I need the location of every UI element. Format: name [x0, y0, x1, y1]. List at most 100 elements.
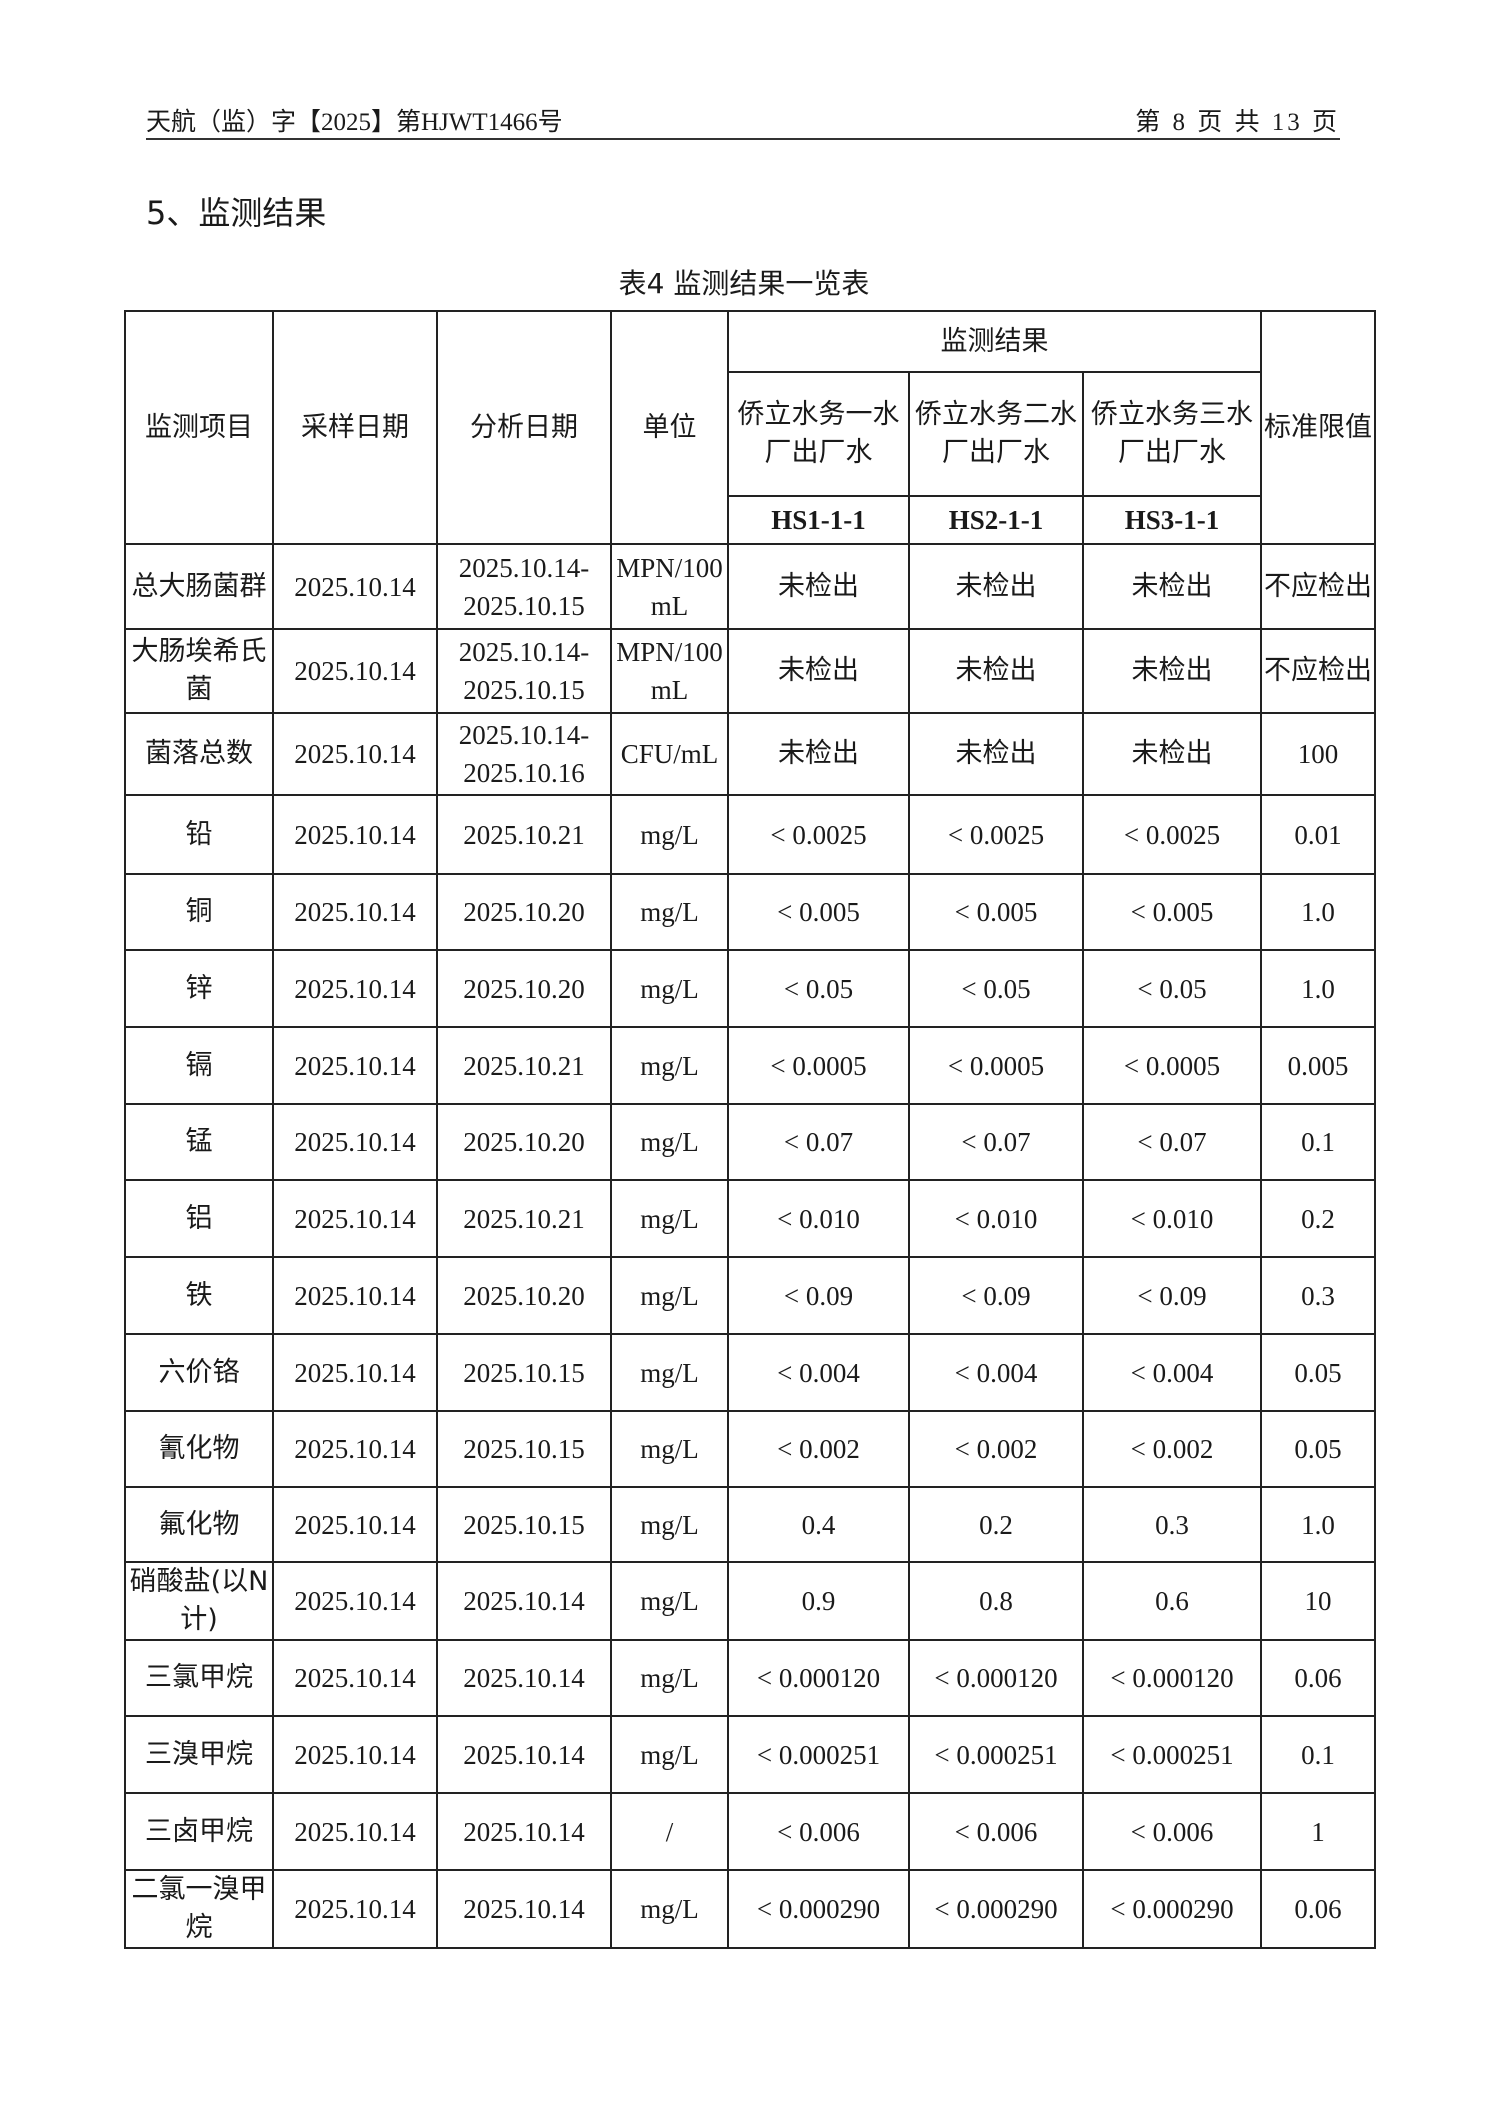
cell-r2: < 0.005 — [908, 873, 1084, 951]
cell-unit: mg/L — [610, 873, 729, 951]
cell-r3: < 0.0025 — [1082, 794, 1262, 875]
cell-unit: MPN/100 mL — [610, 628, 729, 714]
cell-item: 三溴甲烷 — [124, 1715, 274, 1794]
cell-standard: 1.0 — [1260, 1486, 1376, 1563]
table-row: 三溴甲烷 2025.10.14 2025.10.14 mg/L < 0.000251 < … — [124, 1715, 1376, 1794]
cell-unit: mg/L — [610, 1256, 729, 1335]
cell-item: 铜 — [124, 873, 274, 951]
cell-analysis-date: 2025.10.14-2025.10.16 — [436, 712, 612, 796]
cell-item: 铁 — [124, 1256, 274, 1335]
table-row: 硝酸盐(以N计) 2025.10.14 2025.10.14 mg/L 0.9 0.8 0.… — [124, 1561, 1376, 1641]
header-sample-date: 采样日期 — [272, 310, 438, 545]
table-row: 锰 2025.10.14 2025.10.20 mg/L < 0.07 < 0.07 < 0… — [124, 1103, 1376, 1181]
cell-r3: < 0.09 — [1082, 1256, 1262, 1335]
cell-standard: 不应检出 — [1260, 628, 1376, 714]
cell-unit: / — [610, 1792, 729, 1871]
cell-analysis-date: 2025.10.15 — [436, 1486, 612, 1563]
header-code-3: HS3-1-1 — [1082, 495, 1262, 545]
cell-analysis-date: 2025.10.14-2025.10.15 — [436, 543, 612, 630]
header-analysis-date: 分析日期 — [436, 310, 612, 545]
cell-item: 大肠埃希氏菌 — [124, 628, 274, 714]
cell-r2: < 0.006 — [908, 1792, 1084, 1871]
cell-sample-date: 2025.10.14 — [272, 1026, 438, 1105]
cell-r3: 未检出 — [1082, 712, 1262, 796]
cell-unit: mg/L — [610, 1486, 729, 1563]
header-site-1: 侨立水务一水厂出厂水 — [727, 371, 910, 497]
cell-r3: 0.6 — [1082, 1561, 1262, 1641]
cell-item: 六价铬 — [124, 1333, 274, 1412]
cell-analysis-date: 2025.10.15 — [436, 1410, 612, 1488]
cell-analysis-date: 2025.10.20 — [436, 1103, 612, 1181]
table-row: 铁 2025.10.14 2025.10.20 mg/L < 0.09 < 0.09 < 0… — [124, 1256, 1376, 1335]
cell-item: 三氯甲烷 — [124, 1639, 274, 1717]
cell-r1: < 0.07 — [727, 1103, 910, 1181]
header-standard: 标准限值 — [1260, 310, 1376, 545]
cell-standard: 0.005 — [1260, 1026, 1376, 1105]
cell-standard: 0.1 — [1260, 1715, 1376, 1794]
cell-standard: 0.1 — [1260, 1103, 1376, 1181]
table-row: 大肠埃希氏菌 2025.10.14 2025.10.14-2025.10.15 MPN… — [124, 628, 1376, 714]
cell-r2: 0.8 — [908, 1561, 1084, 1641]
cell-r2: < 0.004 — [908, 1333, 1084, 1412]
cell-item: 氰化物 — [124, 1410, 274, 1488]
cell-r2: < 0.07 — [908, 1103, 1084, 1181]
cell-r2: < 0.000251 — [908, 1715, 1084, 1794]
cell-r2: < 0.000120 — [908, 1639, 1084, 1717]
cell-sample-date: 2025.10.14 — [272, 873, 438, 951]
cell-item: 锌 — [124, 949, 274, 1028]
table-row: 锌 2025.10.14 2025.10.20 mg/L < 0.05 < 0.05 < 0… — [124, 949, 1376, 1028]
cell-r2: < 0.09 — [908, 1256, 1084, 1335]
results-table: 监测项目 采样日期 分析日期 单位 监测结果 标准限值 侨立水务一水厂出厂水 侨… — [124, 310, 1376, 1949]
cell-analysis-date: 2025.10.21 — [436, 1179, 612, 1258]
table-row: 铅 2025.10.14 2025.10.21 mg/L < 0.0025 < 0.002… — [124, 794, 1376, 875]
cell-analysis-date: 2025.10.14 — [436, 1869, 612, 1949]
cell-sample-date: 2025.10.14 — [272, 794, 438, 875]
cell-r3: < 0.002 — [1082, 1410, 1262, 1488]
cell-r1: < 0.0005 — [727, 1026, 910, 1105]
cell-analysis-date: 2025.10.14-2025.10.15 — [436, 628, 612, 714]
cell-unit: mg/L — [610, 1103, 729, 1181]
cell-sample-date: 2025.10.14 — [272, 1179, 438, 1258]
page-header: 天航（监）字【2025】第HJWT1466号 第 8 页 共 13 页 — [146, 100, 1340, 140]
cell-unit: CFU/mL — [610, 712, 729, 796]
cell-r3: 未检出 — [1082, 628, 1262, 714]
cell-r3: < 0.000251 — [1082, 1715, 1262, 1794]
cell-r1: 0.4 — [727, 1486, 910, 1563]
cell-r3: < 0.05 — [1082, 949, 1262, 1028]
cell-r3: < 0.010 — [1082, 1179, 1262, 1258]
cell-standard: 不应检出 — [1260, 543, 1376, 630]
header-site-2: 侨立水务二水厂出厂水 — [908, 371, 1084, 497]
cell-item: 铝 — [124, 1179, 274, 1258]
cell-sample-date: 2025.10.14 — [272, 1103, 438, 1181]
header-unit: 单位 — [610, 310, 729, 545]
table-row: 氰化物 2025.10.14 2025.10.15 mg/L < 0.002 < 0.00… — [124, 1410, 1376, 1488]
cell-r1: < 0.05 — [727, 949, 910, 1028]
cell-analysis-date: 2025.10.20 — [436, 1256, 612, 1335]
cell-r2: < 0.010 — [908, 1179, 1084, 1258]
cell-item: 硝酸盐(以N计) — [124, 1561, 274, 1641]
cell-r3: < 0.005 — [1082, 873, 1262, 951]
cell-unit: mg/L — [610, 1026, 729, 1105]
cell-r1: < 0.000290 — [727, 1869, 910, 1949]
cell-analysis-date: 2025.10.15 — [436, 1333, 612, 1412]
cell-r3: < 0.000120 — [1082, 1639, 1262, 1717]
table-row: 六价铬 2025.10.14 2025.10.15 mg/L < 0.004 < 0.00… — [124, 1333, 1376, 1412]
cell-standard: 1.0 — [1260, 873, 1376, 951]
cell-standard: 0.01 — [1260, 794, 1376, 875]
cell-unit: mg/L — [610, 1869, 729, 1949]
cell-r2: < 0.05 — [908, 949, 1084, 1028]
cell-sample-date: 2025.10.14 — [272, 712, 438, 796]
cell-r1: < 0.000251 — [727, 1715, 910, 1794]
cell-standard: 0.06 — [1260, 1639, 1376, 1717]
cell-unit: mg/L — [610, 1715, 729, 1794]
cell-item: 锰 — [124, 1103, 274, 1181]
cell-r2: < 0.000290 — [908, 1869, 1084, 1949]
cell-sample-date: 2025.10.14 — [272, 1561, 438, 1641]
cell-sample-date: 2025.10.14 — [272, 949, 438, 1028]
table-row: 铜 2025.10.14 2025.10.20 mg/L < 0.005 < 0.005 <… — [124, 873, 1376, 951]
cell-unit: mg/L — [610, 1639, 729, 1717]
cell-item: 镉 — [124, 1026, 274, 1105]
cell-item: 二氯一溴甲烷 — [124, 1869, 274, 1949]
header-site-3: 侨立水务三水厂出厂水 — [1082, 371, 1262, 497]
cell-sample-date: 2025.10.14 — [272, 1333, 438, 1412]
